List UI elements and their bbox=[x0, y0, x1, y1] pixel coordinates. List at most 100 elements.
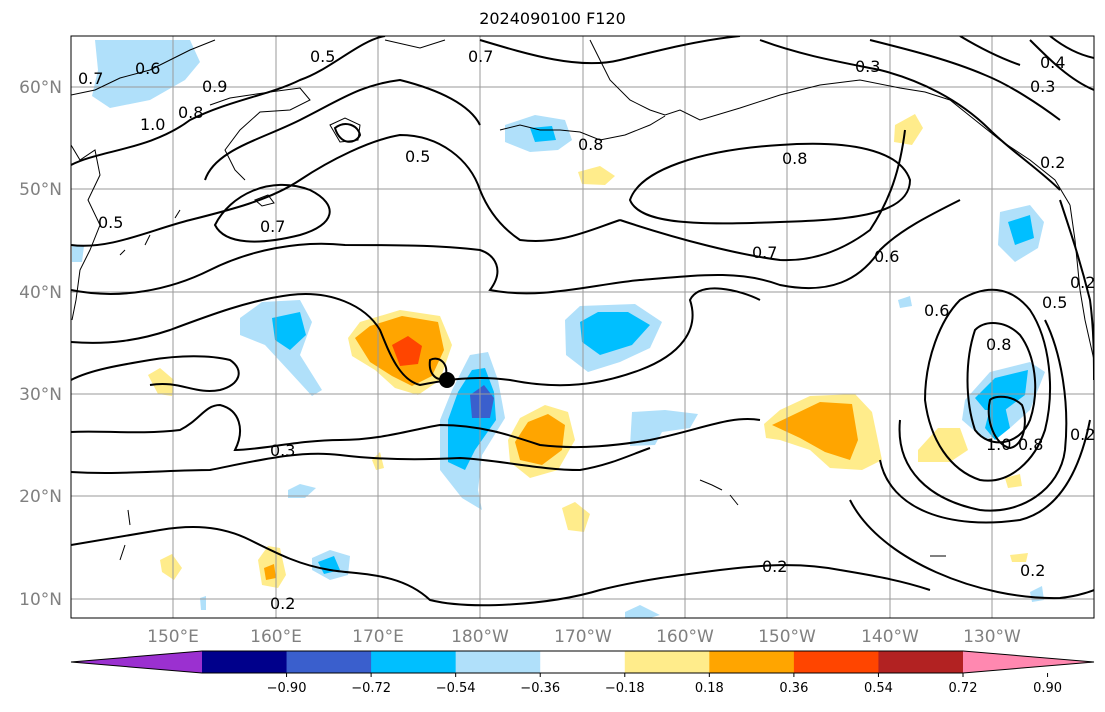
contours bbox=[71, 36, 1094, 607]
coastline-asia bbox=[71, 144, 101, 321]
contour-label: 0.7 bbox=[260, 217, 285, 236]
shade-patch bbox=[160, 554, 182, 580]
map-frame bbox=[70, 35, 1095, 619]
contour-label: 0.5 bbox=[98, 213, 123, 232]
shade-patch bbox=[580, 312, 650, 355]
contour-label: 0.6 bbox=[924, 301, 949, 320]
contour-label: 0.8 bbox=[578, 135, 603, 154]
shade-patch bbox=[392, 336, 422, 366]
colorbar-tick-labels: −0.90 −0.72 −0.54 −0.36 −0.18 0.18 0.36 0.54 0.7… bbox=[267, 673, 1062, 696]
colorbar-segment bbox=[540, 651, 626, 673]
contour-label: 0.8 bbox=[178, 103, 203, 122]
lat-label: 30°N bbox=[19, 385, 62, 405]
colorbar-tick-label: −0.36 bbox=[520, 681, 560, 696]
shade-patch bbox=[200, 596, 206, 610]
pacific-islands bbox=[119, 509, 131, 561]
lat-label: 50°N bbox=[19, 180, 62, 200]
colorbar-outline bbox=[70, 650, 1095, 674]
colorbar-tick-label: 0.90 bbox=[1033, 681, 1062, 696]
shade-patch bbox=[918, 428, 968, 462]
lon-label: 180°W bbox=[451, 627, 509, 647]
longitude-labels: 150°E 160°E 170°E 180°W 170°W 160°W 150°… bbox=[147, 627, 1021, 647]
lon-label: 160°W bbox=[656, 627, 714, 647]
latitude-labels: 60°N 50°N 40°N 30°N 20°N 10°N bbox=[19, 78, 62, 610]
contour-label: 0.2 bbox=[762, 557, 787, 576]
aleutians bbox=[499, 115, 666, 141]
contour-label: 0.3 bbox=[270, 441, 295, 460]
shade-patch bbox=[630, 410, 698, 446]
contour-label: 0.4 bbox=[1040, 53, 1065, 72]
colorbar-extend-low bbox=[71, 651, 202, 673]
map-content: 0.7 0.6 1.0 0.8 0.9 0.5 0.7 0.5 0.5 0.7 … bbox=[71, 36, 1095, 618]
colorbar-extend-high bbox=[963, 651, 1094, 673]
shade-patch bbox=[1008, 215, 1034, 245]
shade-patch bbox=[898, 296, 912, 308]
shade-patch bbox=[470, 385, 494, 418]
contour-label: 0.7 bbox=[468, 47, 493, 66]
lon-label: 170°W bbox=[554, 627, 612, 647]
contour-label: 0.5 bbox=[1042, 293, 1067, 312]
contour-label: 0.3 bbox=[855, 57, 880, 76]
contour-label: 0.3 bbox=[1030, 77, 1055, 96]
colorbar-segment bbox=[793, 651, 879, 673]
shade-patch bbox=[148, 368, 174, 396]
colorbar-segment bbox=[202, 651, 288, 673]
contour-label: 0.7 bbox=[752, 243, 777, 262]
coastline-alaska bbox=[384, 39, 446, 49]
contour-label: 0.9 bbox=[202, 77, 227, 96]
lon-label: 170°E bbox=[352, 627, 404, 647]
lon-label: 150°E bbox=[147, 627, 199, 647]
shade-patch bbox=[578, 166, 615, 185]
kuril-islands bbox=[119, 209, 181, 256]
shade-patch bbox=[515, 414, 565, 465]
contour-label: 0.6 bbox=[135, 59, 160, 78]
contour-label: 1.0 bbox=[140, 115, 165, 134]
lat-label: 60°N bbox=[19, 78, 62, 98]
contour-label: 0.8 bbox=[986, 335, 1011, 354]
contour-label: 0.5 bbox=[310, 47, 335, 66]
lon-label: 130°W bbox=[963, 627, 1021, 647]
colorbar bbox=[70, 650, 1095, 674]
lon-label: 150°W bbox=[758, 627, 816, 647]
lat-label: 40°N bbox=[19, 283, 62, 303]
contour-label: 0.2 bbox=[1070, 425, 1095, 444]
shade-patch bbox=[288, 484, 316, 498]
contour-label: 0.6 bbox=[874, 247, 899, 266]
contour-label: 0.8 bbox=[1018, 435, 1043, 454]
contour-label: 0.7 bbox=[78, 69, 103, 88]
contour-label: 0.5 bbox=[405, 147, 430, 166]
contour-label: 0.2 bbox=[1040, 153, 1065, 172]
lat-label: 20°N bbox=[19, 487, 62, 507]
shade-patch bbox=[1005, 474, 1022, 488]
coastline-asia bbox=[71, 39, 216, 96]
colorbar-tick-label: −0.72 bbox=[351, 681, 391, 696]
gridlines bbox=[71, 36, 1094, 618]
storm-position-marker bbox=[439, 372, 455, 388]
hawaii bbox=[699, 479, 739, 506]
colorbar-segment bbox=[878, 651, 964, 673]
colorbar-tick-label: −0.90 bbox=[267, 681, 307, 696]
contour-label: 1.0 bbox=[986, 435, 1011, 454]
shade-patch bbox=[264, 564, 276, 580]
contour-label: 0.2 bbox=[270, 594, 295, 613]
shade-patch bbox=[72, 245, 84, 262]
island bbox=[254, 194, 275, 207]
colorbar-tick-label: 0.18 bbox=[695, 681, 724, 696]
shade-patch bbox=[772, 402, 858, 460]
coastline-na bbox=[1069, 204, 1094, 361]
colorbar-segment bbox=[286, 651, 372, 673]
lon-label: 140°W bbox=[861, 627, 919, 647]
colorbar-segment bbox=[371, 651, 457, 673]
shade-patch bbox=[894, 114, 923, 145]
contour-label: 0.2 bbox=[1070, 273, 1095, 292]
lon-label: 160°E bbox=[250, 627, 302, 647]
colorbar-segment bbox=[624, 651, 710, 673]
shade-patch bbox=[985, 406, 1010, 440]
map-title: 2024090100 F120 bbox=[479, 9, 626, 28]
coastline-kamchatka bbox=[209, 87, 311, 181]
colorbar-segment bbox=[709, 651, 795, 673]
colorbar-tick-label: 0.54 bbox=[864, 681, 893, 696]
colorbar-tick-label: 0.36 bbox=[779, 681, 808, 696]
colorbar-segment bbox=[455, 651, 541, 673]
shading-layer bbox=[72, 40, 1045, 618]
